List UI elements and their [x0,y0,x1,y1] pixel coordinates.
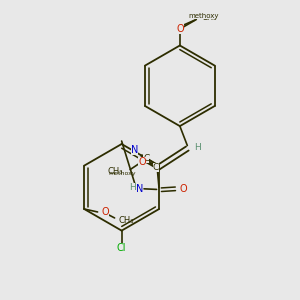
Text: methoxy: methoxy [109,171,136,176]
Text: CH₃: CH₃ [108,167,123,176]
Text: H: H [130,183,136,192]
Text: O: O [177,24,184,34]
Text: O: O [180,184,188,194]
Text: methoxy: methoxy [188,13,219,19]
Text: O: O [138,157,146,167]
Text: H: H [194,143,201,152]
Text: N: N [131,145,138,155]
Text: CH₃: CH₃ [118,216,134,225]
Text: C: C [143,154,149,164]
Text: O: O [176,24,184,34]
Text: N: N [136,184,143,194]
Text: CH₃: CH₃ [201,13,217,22]
Text: C: C [153,164,159,172]
Text: Cl: Cl [117,243,126,253]
Text: O: O [101,207,109,217]
